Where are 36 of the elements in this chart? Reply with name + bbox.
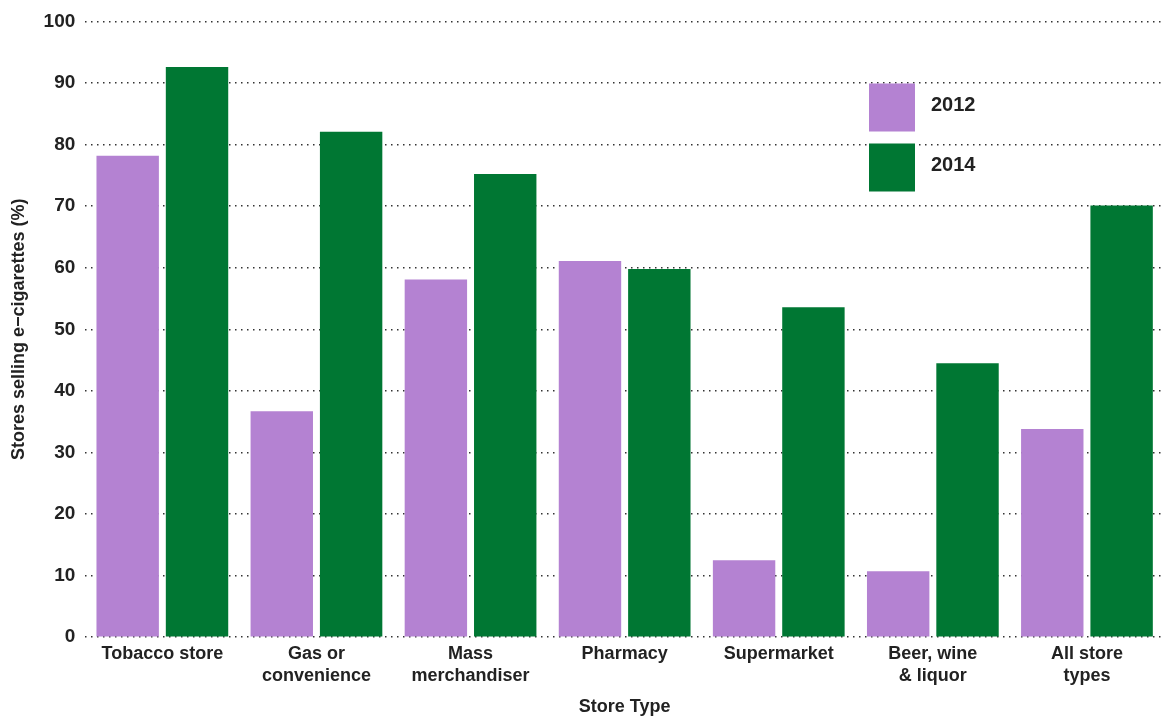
y-axis-title: Stores selling e−cigarettes (%) [7, 198, 28, 461]
x-axis-title: Store Type [578, 696, 671, 717]
bar [319, 131, 383, 637]
bar [782, 307, 845, 637]
legend-label: 2014 [931, 152, 977, 175]
bar [250, 411, 313, 637]
bar [712, 560, 776, 637]
bar [404, 279, 468, 637]
x-tick-label: Mass merchandiser [411, 642, 530, 685]
x-tick-label: Beer, wine & liquor [888, 642, 978, 685]
y-tick-label: 10 [54, 563, 76, 585]
x-tick-label: Gas or convenience [261, 642, 371, 685]
y-tick-label: 90 [54, 71, 76, 93]
bar [96, 155, 159, 637]
y-tick-label: 50 [54, 317, 76, 339]
bar [628, 268, 691, 637]
legend-label: 2012 [931, 92, 976, 115]
y-tick-label: 60 [54, 255, 76, 277]
y-tick-label: 70 [54, 194, 76, 216]
bar [474, 174, 537, 637]
y-tick-label: 30 [54, 440, 76, 462]
bar [866, 571, 930, 637]
bar [165, 66, 229, 637]
bar [936, 363, 999, 637]
x-tick-label: Tobacco store [101, 642, 224, 663]
y-tick-label: 40 [54, 379, 76, 401]
y-tick-label: 80 [54, 132, 76, 154]
bar [1090, 205, 1153, 637]
y-tick-label: 0 [64, 625, 76, 647]
x-tick-label: All store types [1050, 642, 1123, 685]
y-tick-label: 20 [54, 502, 76, 524]
x-tick-label: Supermarket [723, 642, 834, 663]
bar [1021, 429, 1084, 637]
y-tick-label: 100 [43, 9, 76, 31]
bar [558, 260, 622, 637]
x-tick-label: Pharmacy [581, 642, 668, 663]
